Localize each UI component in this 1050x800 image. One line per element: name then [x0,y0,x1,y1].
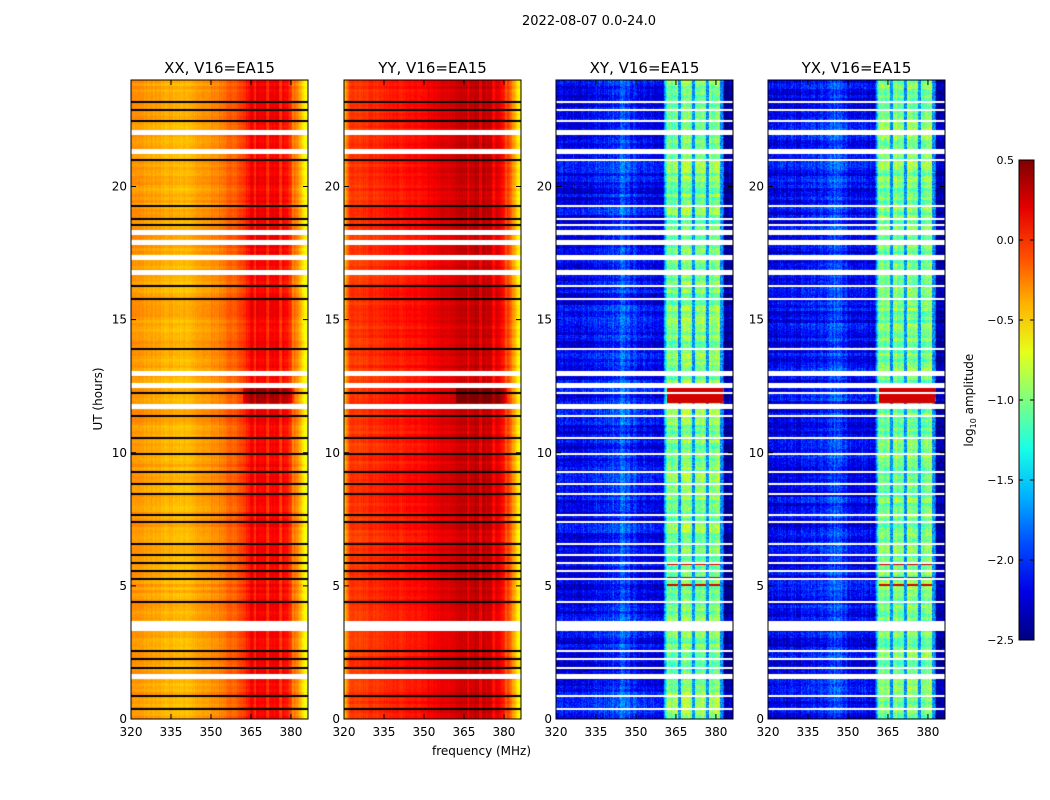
y-tick-label: 15 [112,313,127,327]
x-tick-label: 380 [492,725,515,739]
colorbar-tick-label: −1.5 [987,474,1014,487]
y-tick-label: 5 [119,579,127,593]
y-tick-label: 15 [325,313,340,327]
y-tick-label: 10 [325,446,340,460]
colorbar-tick-label: 0.0 [997,234,1015,247]
y-tick-label: 20 [537,180,552,194]
x-tick-label: 380 [704,725,727,739]
x-axis-label: frequency (MHz) [432,744,532,758]
panel-title-yy: YY, V16=EA15 [378,59,487,77]
y-tick-label: 5 [332,579,340,593]
x-tick-label: 380 [279,725,302,739]
panel-frame [767,79,946,720]
y-tick-label: 10 [537,446,552,460]
x-tick-label: 320 [333,725,356,739]
y-tick-label: 15 [537,313,552,327]
x-tick-label: 335 [585,725,608,739]
y-tick-label: 20 [325,180,340,194]
x-tick-label: 350 [413,725,436,739]
colorbar-tick-label: −2.0 [987,554,1014,567]
x-tick-label: 350 [200,725,223,739]
y-tick-label: 10 [749,446,764,460]
colorbar-tick-label: −2.5 [987,634,1014,647]
heatmap-xy [556,80,733,719]
colorbar-tick-label: 0.5 [997,154,1015,167]
x-tick-label: 365 [665,725,688,739]
panel-frame [555,79,734,720]
x-tick-label: 320 [120,725,143,739]
x-tick-label: 365 [453,725,476,739]
panel-title-yx: YX, V16=EA15 [801,59,912,77]
x-tick-label: 320 [545,725,568,739]
colorbar-tick-label: −0.5 [987,314,1014,327]
y-tick-label: 0 [756,712,764,726]
heatmap-xx [131,80,308,719]
panel-title-xy: XY, V16=EA15 [589,59,700,77]
x-tick-label: 350 [625,725,648,739]
x-tick-label: 365 [240,725,263,739]
panel-frame [343,79,522,720]
x-tick-label: 380 [916,725,939,739]
y-tick-label: 0 [544,712,552,726]
heatmap-yx [768,80,945,719]
x-tick-label: 350 [837,725,860,739]
y-tick-label: 5 [544,579,552,593]
y-tick-label: 0 [119,712,127,726]
x-tick-label: 365 [877,725,900,739]
panel-title-xx: XX, V16=EA15 [164,59,275,77]
figure-title: 2022-08-07 0.0-24.0 [522,14,656,29]
x-tick-label: 320 [757,725,780,739]
heatmap-yy [344,80,521,719]
x-tick-label: 335 [797,725,820,739]
panel-frame [130,79,309,720]
y-tick-label: 10 [112,446,127,460]
y-tick-label: 20 [112,180,127,194]
y-tick-label: 5 [756,579,764,593]
colorbar-tick-label: −1.0 [987,394,1014,407]
y-tick-label: 15 [749,313,764,327]
x-tick-label: 335 [160,725,183,739]
x-tick-label: 335 [373,725,396,739]
y-tick-label: 20 [749,180,764,194]
y-tick-label: 0 [332,712,340,726]
